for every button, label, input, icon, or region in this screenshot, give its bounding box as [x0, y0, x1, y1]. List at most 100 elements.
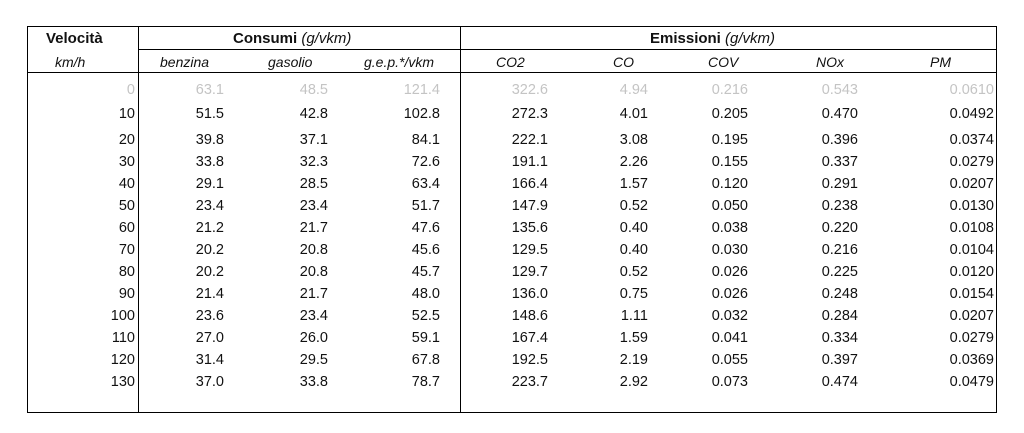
value-cell: 0.041 [711, 330, 748, 346]
col-cov: COV [708, 54, 739, 70]
value-cell: 20.8 [299, 264, 328, 280]
value-cell: 0.75 [619, 286, 648, 302]
value-cell: 0.216 [711, 82, 748, 98]
value-cell: 0.0479 [949, 374, 994, 390]
col-benzina: benzina [160, 54, 210, 70]
value-cell: 45.7 [411, 264, 440, 280]
value-cell: 0.52 [619, 198, 648, 214]
value-cell: 222.1 [511, 132, 548, 148]
value-cell: 2.92 [619, 374, 648, 390]
value-cell: 84.1 [411, 132, 440, 148]
value-cell: 121.4 [403, 82, 440, 98]
value-cell: 23.4 [195, 198, 224, 214]
value-cell: 0.0108 [949, 220, 994, 236]
value-cell: 0.032 [711, 308, 748, 324]
value-cell: 0.026 [711, 264, 748, 280]
value-cell: 78.7 [411, 374, 440, 390]
value-cell: 0.40 [619, 220, 648, 236]
value-cell: 0.0154 [949, 286, 994, 302]
value-cell: 0.334 [821, 330, 858, 346]
value-cell: 0.030 [711, 242, 748, 258]
value-cell: 0.038 [711, 220, 748, 236]
speed-cell: 60 [118, 220, 135, 236]
value-cell: 28.5 [299, 176, 328, 192]
value-cell: 20.2 [195, 242, 224, 258]
value-cell: 148.6 [511, 308, 548, 324]
col-nox: NOx [816, 54, 844, 70]
value-cell: 31.4 [195, 352, 224, 368]
speed-cell: 90 [118, 286, 135, 302]
value-cell: 191.1 [511, 154, 548, 170]
value-cell: 0.073 [711, 374, 748, 390]
value-cell: 23.6 [195, 308, 224, 324]
consumi-emissioni-rule [460, 27, 461, 412]
speed-unit: km/h [55, 54, 86, 70]
header-bottom-rule [28, 72, 996, 73]
value-cell: 39.8 [195, 132, 224, 148]
value-cell: 20.8 [299, 242, 328, 258]
value-cell: 37.1 [299, 132, 328, 148]
value-cell: 0.050 [711, 198, 748, 214]
speed-cell: 20 [118, 132, 135, 148]
value-cell: 0.337 [821, 154, 858, 170]
consumi-header: Consumi (g/vkm) [233, 30, 351, 47]
consumi-header-rule [138, 49, 460, 50]
value-cell: 0.216 [821, 242, 858, 258]
value-cell: 0.225 [821, 264, 858, 280]
speed-cell: 110 [111, 330, 135, 346]
value-cell: 23.4 [299, 198, 328, 214]
col-co2: CO2 [496, 54, 525, 70]
value-cell: 32.3 [299, 154, 328, 170]
value-cell: 21.7 [299, 220, 328, 236]
value-cell: 0.0279 [949, 154, 994, 170]
value-cell: 42.8 [299, 106, 328, 122]
emissioni-header: Emissioni (g/vkm) [650, 30, 775, 47]
speed-cell: 10 [118, 106, 135, 122]
value-cell: 0.40 [619, 242, 648, 258]
value-cell: 0.474 [821, 374, 858, 390]
value-cell: 23.4 [299, 308, 328, 324]
speed-header: Velocità [46, 30, 103, 47]
value-cell: 0.026 [711, 286, 748, 302]
value-cell: 20.2 [195, 264, 224, 280]
value-cell: 166.4 [511, 176, 548, 192]
value-cell: 59.1 [411, 330, 440, 346]
consumi-unit: (g/vkm) [301, 30, 352, 47]
col-gasolio: gasolio [268, 54, 313, 70]
value-cell: 0.195 [711, 132, 748, 148]
value-cell: 129.5 [511, 242, 548, 258]
speed-cell: 100 [110, 308, 135, 324]
value-cell: 67.8 [411, 352, 440, 368]
value-cell: 0.248 [821, 286, 858, 302]
value-cell: 0.543 [821, 82, 858, 98]
value-cell: 322.6 [511, 82, 548, 98]
value-cell: 0.205 [711, 106, 748, 122]
speed-cell: 130 [110, 374, 135, 390]
value-cell: 29.1 [195, 176, 224, 192]
value-cell: 26.0 [299, 330, 328, 346]
emissions-table: Velocità Consumi (g/vkm) Emissioni (g/vk… [27, 26, 997, 413]
value-cell: 51.5 [195, 106, 224, 122]
value-cell: 1.11 [620, 308, 648, 324]
value-cell: 0.0610 [949, 82, 994, 98]
speed-cell: 30 [118, 154, 135, 170]
value-cell: 0.397 [821, 352, 858, 368]
value-cell: 1.57 [619, 176, 648, 192]
value-cell: 0.055 [711, 352, 748, 368]
value-cell: 0.0120 [949, 264, 994, 280]
value-cell: 29.5 [299, 352, 328, 368]
speed-cell: 50 [118, 198, 135, 214]
value-cell: 0.0130 [949, 198, 994, 214]
col-co: CO [613, 54, 634, 70]
value-cell: 37.0 [195, 374, 224, 390]
value-cell: 0.120 [711, 176, 748, 192]
value-cell: 272.3 [511, 106, 548, 122]
value-cell: 21.4 [195, 286, 224, 302]
value-cell: 102.8 [403, 106, 440, 122]
value-cell: 48.5 [299, 82, 328, 98]
value-cell: 63.4 [411, 176, 440, 192]
emissioni-header-rule [460, 49, 996, 50]
value-cell: 33.8 [299, 374, 328, 390]
value-cell: 0.155 [711, 154, 748, 170]
value-cell: 0.0207 [949, 176, 994, 192]
